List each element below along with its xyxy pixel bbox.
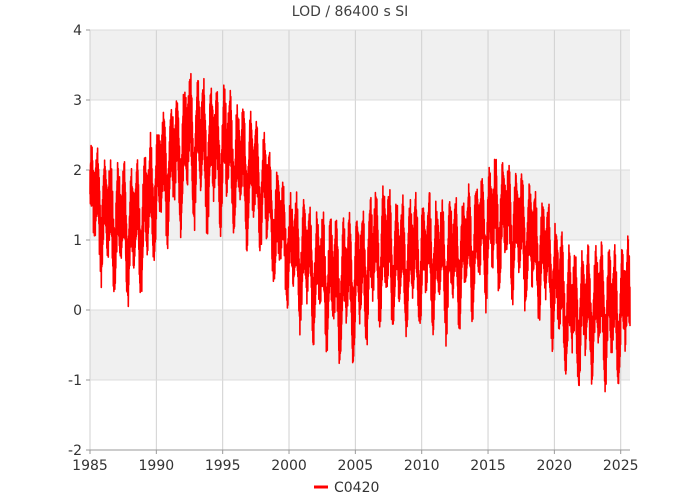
x-tick-label: 2005 [338,458,374,474]
y-tick-label: 4 [73,23,82,39]
x-tick-label: 1995 [205,458,241,474]
y-tick-label: 2 [73,163,82,179]
band [90,30,630,100]
y-tick-label: -2 [68,443,82,459]
x-tick-label: 2015 [470,458,506,474]
x-tick-label: 2000 [271,458,307,474]
series-group [89,72,631,393]
legend-label-c0420: C0420 [334,480,379,496]
x-tick-label: 1985 [72,458,108,474]
y-tick-label: 3 [73,93,82,109]
y-tick-label: -1 [68,373,82,389]
y-tick-label: 1 [73,233,82,249]
x-tick-label: 2020 [537,458,573,474]
x-axis-ticks: 1985 1990 1995 2000 2005 2010 2015 2020 2025 [72,450,639,474]
series-line-c0420 [89,72,631,393]
x-tick-label: 1990 [139,458,175,474]
x-tick-label: 2025 [603,458,639,474]
chart-title: LOD / 86400 s SI [292,4,408,20]
y-axis-ticks: -2 -1 0 1 2 3 4 [68,23,90,459]
x-tick-label: 2010 [404,458,440,474]
legend[interactable]: C0420 [314,480,379,496]
y-tick-label: 0 [73,303,82,319]
